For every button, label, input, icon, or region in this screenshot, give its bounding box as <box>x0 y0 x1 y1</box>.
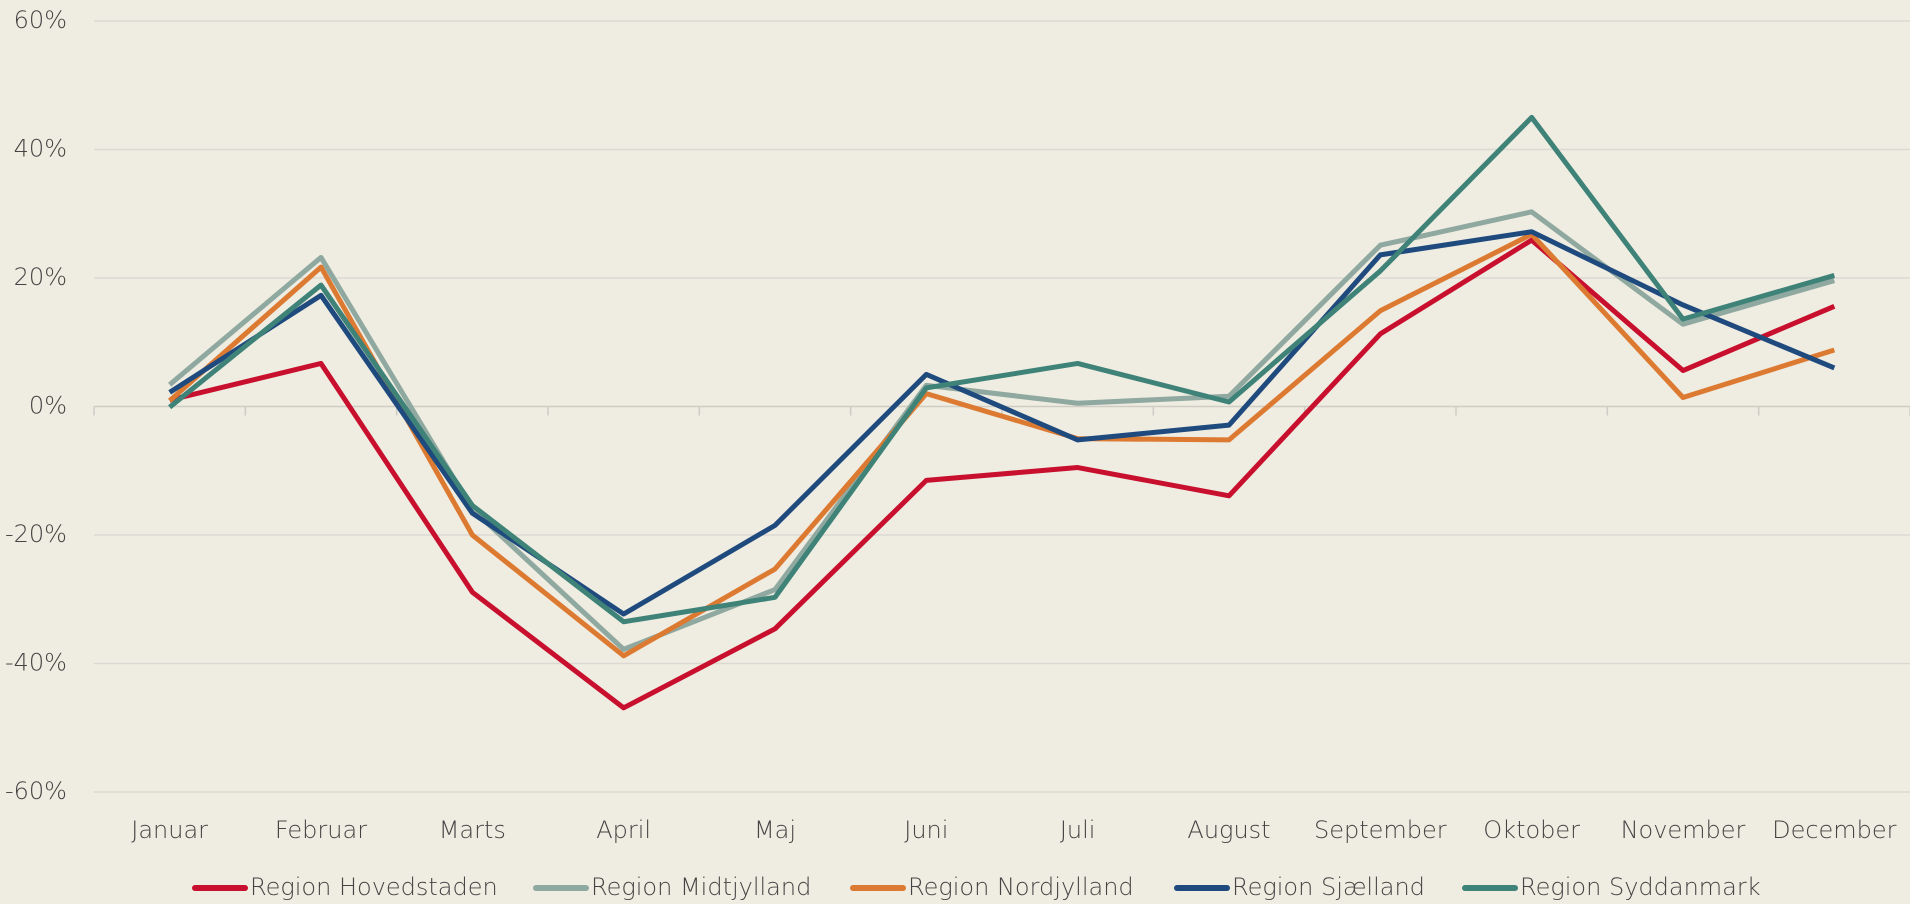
y-tick-label: -60% <box>5 777 67 805</box>
x-tick-label: April <box>596 816 651 844</box>
series-line <box>168 114 1836 625</box>
legend-label: Region Midtjylland <box>591 873 811 901</box>
x-tick-label: December <box>1772 816 1897 844</box>
x-tick-label: Februar <box>275 816 367 844</box>
legend-label: Region Hovedstaden <box>250 873 498 901</box>
x-tick-label: August <box>1187 816 1270 844</box>
x-tick-label: Marts <box>439 816 506 844</box>
legend-label: Region Syddanmark <box>1520 873 1761 901</box>
legend-label: Region Sjælland <box>1232 873 1425 901</box>
x-tick-label: Januar <box>131 816 208 844</box>
x-tick-label: September <box>1314 816 1447 844</box>
y-tick-label: -20% <box>5 520 67 548</box>
series-line <box>168 229 1836 617</box>
legend-label: Region Nordjylland <box>908 873 1134 901</box>
x-tick-label: Juli <box>1060 816 1096 844</box>
series-line <box>169 237 1836 711</box>
y-tick-label: 0% <box>29 392 67 420</box>
x-tick-label: November <box>1621 816 1746 844</box>
x-tick-label: Maj <box>754 816 796 844</box>
series-line <box>168 231 1836 659</box>
y-tick-label: 40% <box>14 135 67 163</box>
y-tick-label: -40% <box>5 649 67 677</box>
y-tick-label: 20% <box>14 263 67 291</box>
y-tick-label: 60% <box>14 6 67 34</box>
x-tick-label: Oktober <box>1483 816 1580 844</box>
x-tick-label: Juni <box>904 816 948 844</box>
